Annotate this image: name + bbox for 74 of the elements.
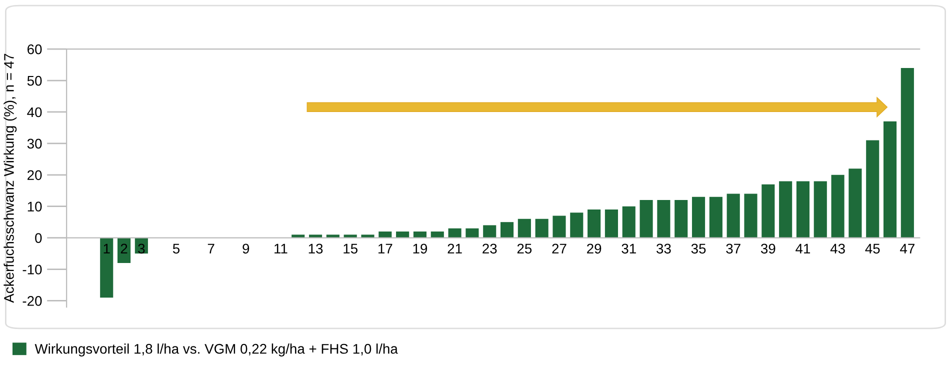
legend-label: Wirkungsvorteil 1,8 l/ha vs. VGM 0,22 kg/ha + FHS 1,0 l/ha — [34, 344, 398, 356]
y-tick-label: 30 — [27, 138, 42, 149]
bar — [361, 234, 374, 238]
bar — [622, 206, 636, 238]
bar — [570, 212, 584, 238]
bar — [500, 222, 514, 238]
x-tick-label: 15 — [344, 244, 358, 254]
bar — [883, 121, 897, 238]
bar — [900, 68, 914, 238]
x-tick-label: 5 — [172, 244, 180, 254]
bar — [117, 238, 131, 263]
bar — [430, 232, 444, 238]
y-tick-label: -20 — [22, 296, 42, 306]
y-tick-label: 0 — [35, 233, 42, 243]
y-tick-label: 40 — [27, 107, 42, 118]
bar — [744, 194, 758, 238]
x-tick-label: 21 — [448, 244, 462, 254]
x-tick-label: 33 — [656, 244, 671, 254]
x-tick-label: 45 — [865, 244, 880, 254]
y-axis-title: Ackerfuchsschwanz Wirkung (%), n = 47 — [4, 54, 17, 303]
x-tick-label: 7 — [208, 244, 214, 254]
bar — [674, 200, 688, 238]
bar — [588, 210, 601, 238]
y-tick-label: -10 — [22, 264, 42, 274]
y-tick-label: 20 — [28, 170, 42, 180]
x-tick-label: 39 — [760, 244, 776, 254]
x-tick-label: 47 — [900, 244, 914, 254]
bar — [848, 168, 862, 238]
bar — [344, 234, 357, 238]
bar — [640, 200, 653, 238]
bar — [814, 181, 827, 238]
x-tick-label: 35 — [691, 244, 706, 254]
x-tick-label: 23 — [482, 244, 497, 254]
x-tick-label: 3 — [138, 244, 145, 254]
y-tick-label: 60 — [28, 44, 42, 54]
bar — [326, 234, 340, 238]
bar — [866, 140, 880, 238]
bar — [483, 225, 496, 238]
x-tick-label: 31 — [622, 244, 636, 254]
bar — [709, 196, 722, 238]
x-tick-label: 29 — [587, 244, 602, 254]
x-tick-label: 19 — [413, 244, 428, 254]
x-tick-label: 17 — [378, 244, 392, 254]
y-tick-label: 50 — [27, 76, 42, 86]
bar — [378, 232, 392, 238]
bar — [518, 218, 531, 238]
bar — [762, 184, 775, 238]
bar — [100, 238, 114, 298]
bar — [292, 234, 305, 238]
bar — [779, 181, 792, 238]
bar — [448, 228, 462, 238]
bar — [535, 218, 548, 238]
bar — [692, 196, 706, 238]
x-tick-label: 2 — [120, 244, 128, 254]
bar — [726, 194, 740, 238]
x-tick-label: 1 — [104, 244, 110, 254]
bar — [604, 210, 618, 238]
x-tick-label: 11 — [274, 244, 288, 254]
x-tick-label: 43 — [830, 244, 845, 254]
bar — [396, 232, 410, 238]
x-tick-label: 13 — [308, 244, 323, 254]
x-tick-label: 9 — [242, 244, 250, 254]
bar — [413, 232, 427, 238]
x-tick-label: 37 — [726, 244, 740, 254]
bar — [657, 200, 670, 238]
y-tick-label: 10 — [28, 202, 42, 212]
bar — [796, 181, 810, 238]
x-tick-label: 25 — [517, 244, 532, 254]
bar — [466, 228, 479, 238]
x-tick-label: 41 — [796, 244, 810, 254]
bar — [308, 234, 322, 238]
x-tick-label: 27 — [552, 244, 566, 254]
bar — [552, 216, 566, 238]
bar — [831, 174, 844, 238]
